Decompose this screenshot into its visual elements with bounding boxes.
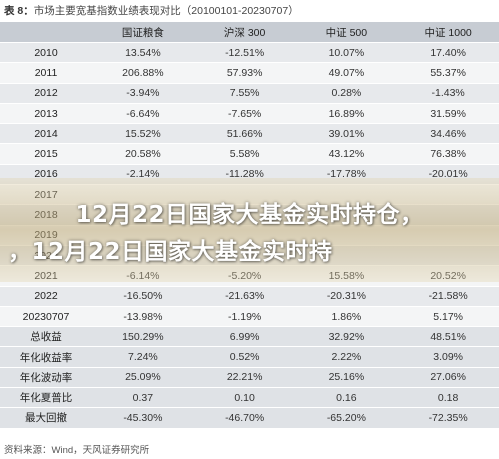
table-cell: 0.52% — [193, 346, 296, 368]
table-row: 年化波动率 25.09% 22.21% 25.16% 27.06% — [0, 367, 499, 389]
table-cell: -6.64% — [92, 103, 194, 125]
table-cell: -3.94% — [92, 83, 194, 104]
table-cell: 31.59% — [397, 103, 499, 125]
table-cell: 13.54% — [92, 42, 194, 64]
table-row: 最大回撤 -45.30% -46.70% -65.20% -72.35% — [0, 407, 499, 429]
column-header: 国证粮食 — [92, 22, 194, 43]
source-note: 资料来源：Wind，天风证券研究所 — [4, 445, 150, 456]
table-cell: 0.18 — [397, 387, 499, 409]
table-row: 年化夏普比 0.37 0.10 0.16 0.18 — [0, 387, 499, 409]
row-label: 年化夏普比 — [0, 387, 92, 409]
table-row: 2014 15.52% 51.66% 39.01% 34.46% — [0, 123, 499, 145]
table-title-text: 市场主要宽基指数业绩表现对比（20100101-20230707） — [33, 5, 299, 17]
row-label: 2011 — [0, 62, 92, 84]
table-cell: 32.92% — [295, 326, 398, 348]
table-cell: 17.40% — [397, 42, 499, 64]
table-cell: 27.06% — [397, 367, 499, 389]
table-cell: 16.89% — [295, 103, 398, 125]
table-cell: 76.38% — [397, 143, 499, 165]
table-cell: -13.98% — [92, 306, 194, 328]
table-cell: 51.66% — [193, 123, 296, 145]
table-cell: 0.37 — [92, 387, 194, 409]
row-label: 最大回撤 — [0, 407, 92, 429]
table-cell: 150.29% — [92, 326, 194, 348]
overlay-headline-1: 12月22日国家大基金实时持仓， — [75, 202, 424, 228]
row-label: 总收益 — [0, 326, 92, 348]
column-header: 沪深 300 — [193, 22, 296, 43]
table-cell: 7.55% — [193, 83, 296, 104]
table-header-row: 国证粮食 沪深 300 中证 500 中证 1000 — [0, 22, 499, 43]
table-cell: -45.30% — [92, 407, 194, 429]
table-row: 2013 -6.64% -7.65% 16.89% 31.59% — [0, 103, 499, 125]
column-header: 中证 1000 — [397, 22, 499, 43]
table-cell: -16.50% — [92, 286, 194, 307]
table-cell: 57.93% — [193, 62, 296, 84]
table-row: 2011 206.88% 57.93% 49.07% 55.37% — [0, 62, 499, 84]
row-label: 2012 — [0, 83, 92, 104]
overlay-headline-2: ，12月22日国家大基金实时持 — [8, 239, 333, 265]
table-cell: 22.21% — [193, 367, 296, 389]
table-cell: -7.65% — [193, 103, 296, 125]
table-cell: 3.09% — [397, 346, 499, 368]
row-label: 2010 — [0, 42, 92, 64]
table-cell: 10.07% — [295, 42, 398, 64]
row-label: 2013 — [0, 103, 92, 125]
table-cell: 0.10 — [193, 387, 296, 409]
table-row: 总收益 150.29% 6.99% 32.92% 48.51% — [0, 326, 499, 348]
row-label: 2015 — [0, 143, 92, 165]
table-cell: -1.43% — [397, 83, 499, 104]
row-label: 年化收益率 — [0, 346, 92, 368]
table-row: 2012 -3.94% 7.55% 0.28% -1.43% — [0, 83, 499, 104]
table-cell: 1.86% — [295, 306, 398, 328]
table-row: 2015 20.58% 5.58% 43.12% 76.38% — [0, 143, 499, 165]
table-cell: -12.51% — [193, 42, 296, 64]
row-label: 20230707 — [0, 306, 92, 328]
table-cell: 15.52% — [92, 123, 194, 145]
table-cell: 25.16% — [295, 367, 398, 389]
table-row: 2022 -16.50% -21.63% -20.31% -21.58% — [0, 286, 499, 307]
table-cell: 0.16 — [295, 387, 398, 409]
table-cell: 55.37% — [397, 62, 499, 84]
table-cell: -65.20% — [295, 407, 398, 429]
table-cell: 0.28% — [295, 83, 398, 104]
table-cell: -21.58% — [397, 286, 499, 307]
table-cell: 5.58% — [193, 143, 296, 165]
table-cell: 20.58% — [92, 143, 194, 165]
table-cell: 7.24% — [92, 346, 194, 368]
table-cell: -21.63% — [193, 286, 296, 307]
table-cell: -20.31% — [295, 286, 398, 307]
table-cell: 5.17% — [397, 306, 499, 328]
table-cell: 43.12% — [295, 143, 398, 165]
watermark-band — [0, 178, 499, 282]
table-cell: -1.19% — [193, 306, 296, 328]
table-cell: -46.70% — [193, 407, 296, 429]
table-cell: 48.51% — [397, 326, 499, 348]
table-cell: 49.07% — [295, 62, 398, 84]
table-row: 20230707 -13.98% -1.19% 1.86% 5.17% — [0, 306, 499, 328]
table-cell: 206.88% — [92, 62, 194, 84]
column-header: 中证 500 — [295, 22, 398, 43]
table-cell: 2.22% — [295, 346, 398, 368]
row-label: 年化波动率 — [0, 367, 92, 389]
table-row: 2010 13.54% -12.51% 10.07% 17.40% — [0, 42, 499, 64]
table-row: 年化收益率 7.24% 0.52% 2.22% 3.09% — [0, 346, 499, 368]
table-cell: 25.09% — [92, 367, 194, 389]
table-cell: 39.01% — [295, 123, 398, 145]
table-cell: -72.35% — [397, 407, 499, 429]
table-title: 表 8：市场主要宽基指数业绩表现对比（20100101-20230707） — [4, 3, 299, 19]
row-label: 2014 — [0, 123, 92, 145]
row-label: 2022 — [0, 286, 92, 307]
table-cell: 6.99% — [193, 326, 296, 348]
table-number: 表 8： — [4, 5, 34, 17]
table-cell: 34.46% — [397, 123, 499, 145]
column-header — [0, 22, 92, 43]
